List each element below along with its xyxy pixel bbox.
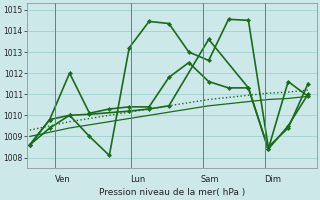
Text: Sam: Sam (201, 175, 219, 184)
Text: Ven: Ven (55, 175, 70, 184)
Text: Lun: Lun (130, 175, 145, 184)
Text: Dim: Dim (264, 175, 281, 184)
X-axis label: Pression niveau de la mer( hPa ): Pression niveau de la mer( hPa ) (99, 188, 245, 197)
